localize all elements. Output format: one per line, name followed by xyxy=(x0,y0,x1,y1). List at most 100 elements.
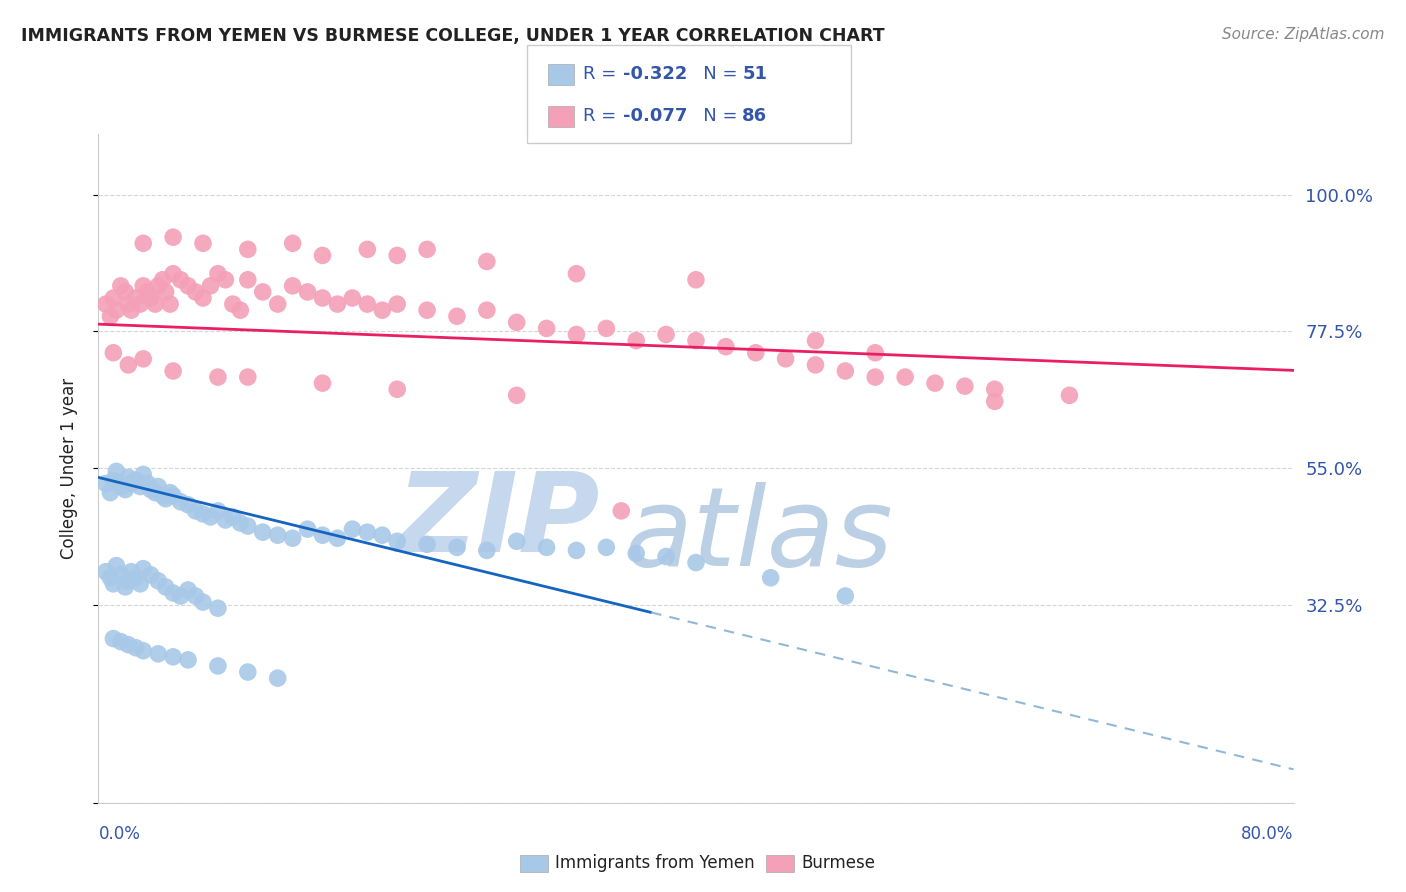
Text: IMMIGRANTS FROM YEMEN VS BURMESE COLLEGE, UNDER 1 YEAR CORRELATION CHART: IMMIGRANTS FROM YEMEN VS BURMESE COLLEGE… xyxy=(21,27,884,45)
Point xyxy=(103,577,125,591)
Point xyxy=(506,534,529,549)
Point xyxy=(177,653,200,667)
Point xyxy=(595,541,617,555)
Point xyxy=(236,370,259,384)
Point xyxy=(745,345,768,359)
Point xyxy=(984,382,1007,396)
Point xyxy=(129,297,152,311)
Point xyxy=(475,254,498,268)
Text: 86: 86 xyxy=(742,107,768,125)
Point xyxy=(610,504,633,518)
Point xyxy=(311,248,333,262)
Point xyxy=(385,534,409,549)
Point xyxy=(536,541,558,555)
Point xyxy=(152,273,174,287)
Point xyxy=(371,303,394,318)
Point xyxy=(103,345,125,359)
Point xyxy=(759,571,782,585)
Point xyxy=(281,278,304,293)
Point xyxy=(236,273,259,287)
Point xyxy=(536,321,558,335)
Point xyxy=(626,334,648,348)
Point xyxy=(267,528,290,542)
Point xyxy=(117,638,139,652)
Point xyxy=(475,543,498,558)
Point xyxy=(94,476,117,491)
Point xyxy=(114,285,136,299)
Point xyxy=(200,278,222,293)
Point xyxy=(236,243,259,257)
Text: N =: N = xyxy=(686,107,744,125)
Text: R =: R = xyxy=(583,65,623,83)
Point xyxy=(356,297,378,311)
Point xyxy=(222,297,245,311)
Point xyxy=(105,558,128,573)
Point xyxy=(152,489,174,503)
Point xyxy=(207,601,229,615)
Point xyxy=(125,571,148,585)
Point xyxy=(120,476,142,491)
Point xyxy=(132,467,155,482)
Point xyxy=(100,485,122,500)
Point xyxy=(139,291,162,305)
Point xyxy=(143,485,166,500)
Point xyxy=(385,297,409,311)
Point xyxy=(804,334,827,348)
Point xyxy=(162,489,184,503)
Point xyxy=(865,345,887,359)
Point xyxy=(267,671,290,685)
Point xyxy=(120,303,142,318)
Text: Burmese: Burmese xyxy=(801,855,876,872)
Point xyxy=(834,589,856,603)
Point xyxy=(311,291,333,305)
Text: atlas: atlas xyxy=(624,482,893,589)
Point xyxy=(214,273,236,287)
Point xyxy=(229,303,252,318)
Point xyxy=(148,278,170,293)
Point xyxy=(169,273,191,287)
Point xyxy=(252,525,274,540)
Text: -0.322: -0.322 xyxy=(623,65,688,83)
Point xyxy=(159,485,181,500)
Point xyxy=(162,230,184,244)
Point xyxy=(117,297,139,311)
Point xyxy=(229,516,252,530)
Point xyxy=(281,531,304,545)
Point xyxy=(184,285,207,299)
Point xyxy=(446,541,468,555)
Point xyxy=(326,297,349,311)
Point xyxy=(169,589,191,603)
Y-axis label: College, Under 1 year: College, Under 1 year xyxy=(59,377,77,559)
Point xyxy=(105,303,128,318)
Text: R =: R = xyxy=(583,107,623,125)
Point xyxy=(110,278,132,293)
Point xyxy=(207,267,229,281)
Point xyxy=(775,351,797,366)
Point xyxy=(169,495,191,509)
Point xyxy=(207,659,229,673)
Text: 51: 51 xyxy=(742,65,768,83)
Point xyxy=(236,665,259,679)
Point xyxy=(311,528,333,542)
Point xyxy=(132,236,155,251)
Point xyxy=(136,285,159,299)
Point xyxy=(371,528,394,542)
Text: -0.077: -0.077 xyxy=(623,107,688,125)
Point xyxy=(416,537,439,551)
Point xyxy=(117,574,139,588)
Point xyxy=(252,285,274,299)
Point xyxy=(565,543,588,558)
Text: N =: N = xyxy=(686,65,744,83)
Point xyxy=(162,267,184,281)
Point xyxy=(865,370,887,384)
Text: 80.0%: 80.0% xyxy=(1241,825,1294,843)
Point xyxy=(953,379,976,393)
Point xyxy=(125,474,148,488)
Point xyxy=(191,507,214,521)
Point xyxy=(177,582,200,597)
Point xyxy=(132,351,155,366)
Point xyxy=(207,370,229,384)
Point xyxy=(159,297,181,311)
Point xyxy=(311,376,333,391)
Point xyxy=(148,479,170,493)
